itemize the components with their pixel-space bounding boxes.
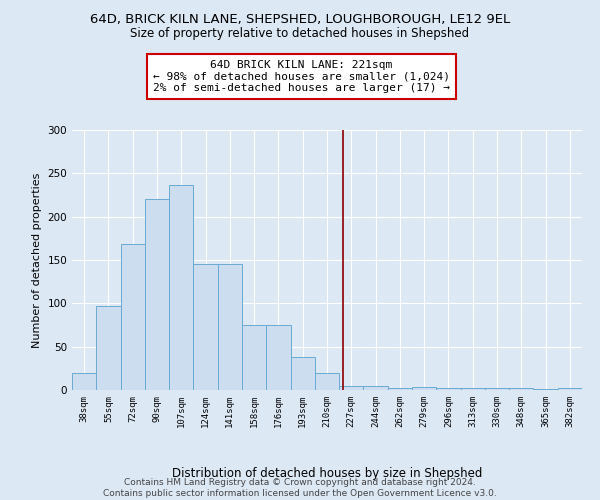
- Bar: [461, 388, 485, 390]
- Bar: [121, 244, 145, 390]
- Bar: [315, 372, 339, 390]
- Bar: [412, 388, 436, 390]
- Bar: [72, 372, 96, 390]
- Bar: [96, 306, 121, 390]
- Bar: [509, 388, 533, 390]
- Text: 64D, BRICK KILN LANE, SHEPSHED, LOUGHBOROUGH, LE12 9EL: 64D, BRICK KILN LANE, SHEPSHED, LOUGHBOR…: [90, 12, 510, 26]
- Bar: [558, 388, 582, 390]
- Text: Contains HM Land Registry data © Crown copyright and database right 2024.
Contai: Contains HM Land Registry data © Crown c…: [103, 478, 497, 498]
- Bar: [218, 264, 242, 390]
- Bar: [169, 184, 193, 390]
- Bar: [242, 325, 266, 390]
- Bar: [485, 388, 509, 390]
- Bar: [436, 388, 461, 390]
- Bar: [364, 386, 388, 390]
- Text: Size of property relative to detached houses in Shepshed: Size of property relative to detached ho…: [130, 28, 470, 40]
- Bar: [533, 389, 558, 390]
- Text: 64D BRICK KILN LANE: 221sqm
← 98% of detached houses are smaller (1,024)
2% of s: 64D BRICK KILN LANE: 221sqm ← 98% of det…: [153, 60, 450, 93]
- Bar: [290, 357, 315, 390]
- Bar: [266, 325, 290, 390]
- Text: Distribution of detached houses by size in Shepshed: Distribution of detached houses by size …: [172, 467, 482, 480]
- Bar: [388, 388, 412, 390]
- Bar: [193, 264, 218, 390]
- Bar: [339, 386, 364, 390]
- Bar: [145, 200, 169, 390]
- Y-axis label: Number of detached properties: Number of detached properties: [32, 172, 42, 348]
